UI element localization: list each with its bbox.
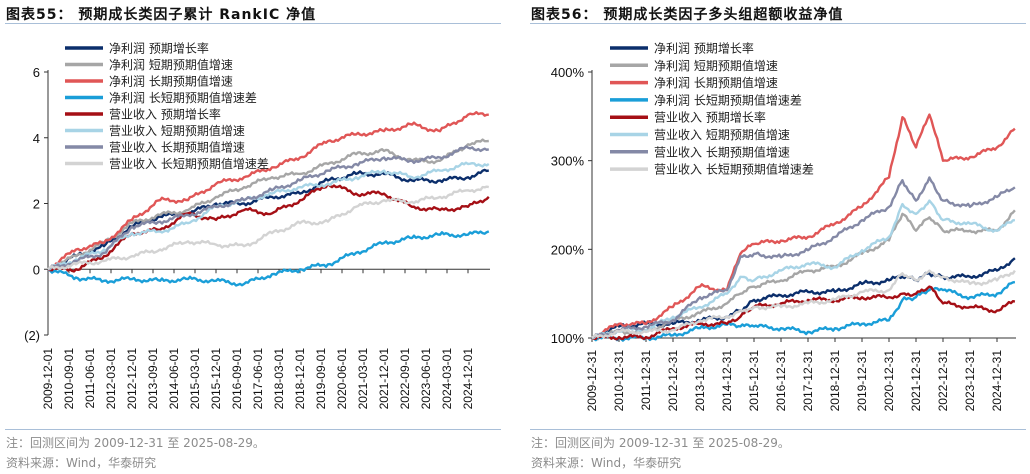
x-tick-label: 2021-03-01 [356, 348, 370, 410]
source-note-left: 资料来源：Wind，华泰研究 [6, 456, 157, 470]
legend-label: 净利润 长短期预期值增速差 [654, 92, 802, 107]
x-tick-label: 2017-06-01 [251, 348, 265, 410]
footer-divider-left [5, 429, 501, 430]
chart-56: 400% 300% 200% 100%2009-12-31 2010-12-31 2011… [551, 41, 1016, 412]
y-tick-label: (2) [24, 328, 40, 343]
x-tick-label: 2016-09-01 [230, 348, 244, 410]
x-tick-label: 2013-09-01 [146, 348, 160, 410]
series-line [47, 145, 490, 271]
x-tick-label: 2023-12-31 [963, 350, 977, 412]
series-line [591, 280, 1016, 342]
x-tick-label: 2019-12-31 [855, 350, 869, 412]
legend-label: 净利润 长期预期值增速 [109, 74, 233, 89]
x-tick-label: 2021-12-31 [909, 350, 923, 412]
x-tick-label: 2018-12-31 [828, 350, 842, 412]
y-tick-label: 400% [551, 65, 585, 80]
series-line [591, 269, 1016, 339]
series-line [47, 161, 490, 271]
x-tick-label: 2020-06-01 [335, 348, 349, 410]
x-tick-label: 2012-03-01 [104, 348, 118, 410]
legend-label: 营业收入 长短期预期值增速差 [109, 156, 269, 171]
backtest-note-right: 注：回测区间为 2009-12-31 至 2025-08-29。 [531, 436, 790, 450]
legend-label: 营业收入 长短期预期值增速差 [654, 162, 814, 177]
chart55-title: 图表55： 预期成长类因子累计 RankIC 净值 [6, 7, 317, 23]
series-line [591, 209, 1016, 341]
series-line [591, 176, 1016, 340]
legend-label: 营业收入 长期预期值增速 [109, 140, 245, 155]
legend-label: 营业收入 长期预期值增速 [654, 144, 790, 159]
y-tick-label: 0 [33, 262, 40, 277]
legend-label: 净利润 长短期预期值增速差 [109, 90, 257, 105]
x-tick-label: 2012-12-31 [666, 350, 680, 412]
y-tick-label: 2 [33, 197, 40, 212]
legend-label: 营业收入 短期预期值增速 [654, 127, 790, 142]
x-tick-label: 2014-12-31 [720, 350, 734, 412]
series-line [592, 199, 1016, 340]
series-line [47, 168, 489, 271]
series-line [591, 285, 1016, 341]
y-tick-label: 200% [551, 242, 585, 257]
series-line [47, 138, 489, 271]
legend-label: 营业收入 短期预期值增速 [109, 123, 245, 138]
x-tick-label: 2017-12-31 [801, 350, 815, 412]
title-divider-left [5, 23, 501, 24]
x-tick-label: 2012-12-01 [125, 348, 139, 410]
legend-label: 净利润 短期预期值增速 [109, 57, 233, 72]
footer-divider-right [530, 429, 1026, 430]
source-note-right: 资料来源：Wind，华泰研究 [531, 456, 682, 470]
series-line [47, 182, 490, 273]
x-tick-label: 2016-12-31 [774, 350, 788, 412]
x-tick-label: 2024-03-01 [440, 348, 454, 410]
x-tick-label: 2011-06-01 [83, 348, 97, 409]
x-tick-label: 2018-03-01 [272, 348, 286, 410]
x-tick-label: 2023-06-01 [419, 348, 433, 410]
backtest-note-left: 注：回测区间为 2009-12-31 至 2025-08-29。 [6, 436, 265, 450]
x-tick-label: 2020-12-31 [882, 350, 896, 412]
x-tick-label: 2024-12-31 [990, 350, 1004, 412]
x-tick-label: 2015-12-31 [747, 350, 761, 412]
x-tick-label: 2015-03-01 [188, 348, 202, 410]
series-line [47, 185, 490, 271]
y-tick-label: 4 [33, 131, 40, 146]
x-tick-label: 2022-09-01 [398, 348, 412, 410]
x-tick-label: 2010-12-31 [612, 350, 626, 412]
legend-label: 营业收入 预期增长率 [654, 110, 766, 125]
legend-label: 营业收入 预期增长率 [109, 107, 221, 122]
chart56-title: 图表56： 预期成长类因子多头组超额收益净值 [531, 7, 844, 23]
x-tick-label: 2021-12-01 [377, 348, 391, 410]
x-tick-label: 2019-09-01 [314, 348, 328, 410]
x-tick-label: 2013-12-31 [693, 350, 707, 412]
title-divider-right [530, 23, 1026, 24]
x-tick-label: 2014-06-01 [167, 348, 181, 410]
legend-label: 净利润 预期增长率 [654, 41, 754, 56]
x-tick-label: 2011-12-31 [639, 350, 653, 411]
x-tick-label: 2022-12-31 [936, 350, 950, 412]
series-line [47, 230, 490, 287]
x-tick-label: 2018-12-01 [293, 348, 307, 410]
legend-label: 净利润 长期预期值增速 [654, 75, 778, 90]
y-tick-label: 6 [33, 65, 40, 80]
x-tick-label: 2009-12-31 [585, 350, 599, 412]
series-line [591, 113, 1016, 340]
chart-55: 6 4 2 0 (2)2009-12-01 2010-09-01 2011-06-01 201… [24, 41, 490, 410]
y-tick-label: 300% [551, 154, 585, 169]
legend-label: 净利润 预期增长率 [109, 41, 209, 56]
x-tick-label: 2024-12-01 [461, 348, 475, 410]
y-tick-label: 100% [551, 331, 585, 346]
series-line [47, 111, 489, 271]
x-tick-label: 2009-12-01 [41, 348, 55, 410]
legend-label: 净利润 短期预期值增速 [654, 58, 778, 73]
x-tick-label: 2015-12-01 [209, 348, 223, 410]
x-tick-label: 2010-09-01 [62, 348, 76, 410]
